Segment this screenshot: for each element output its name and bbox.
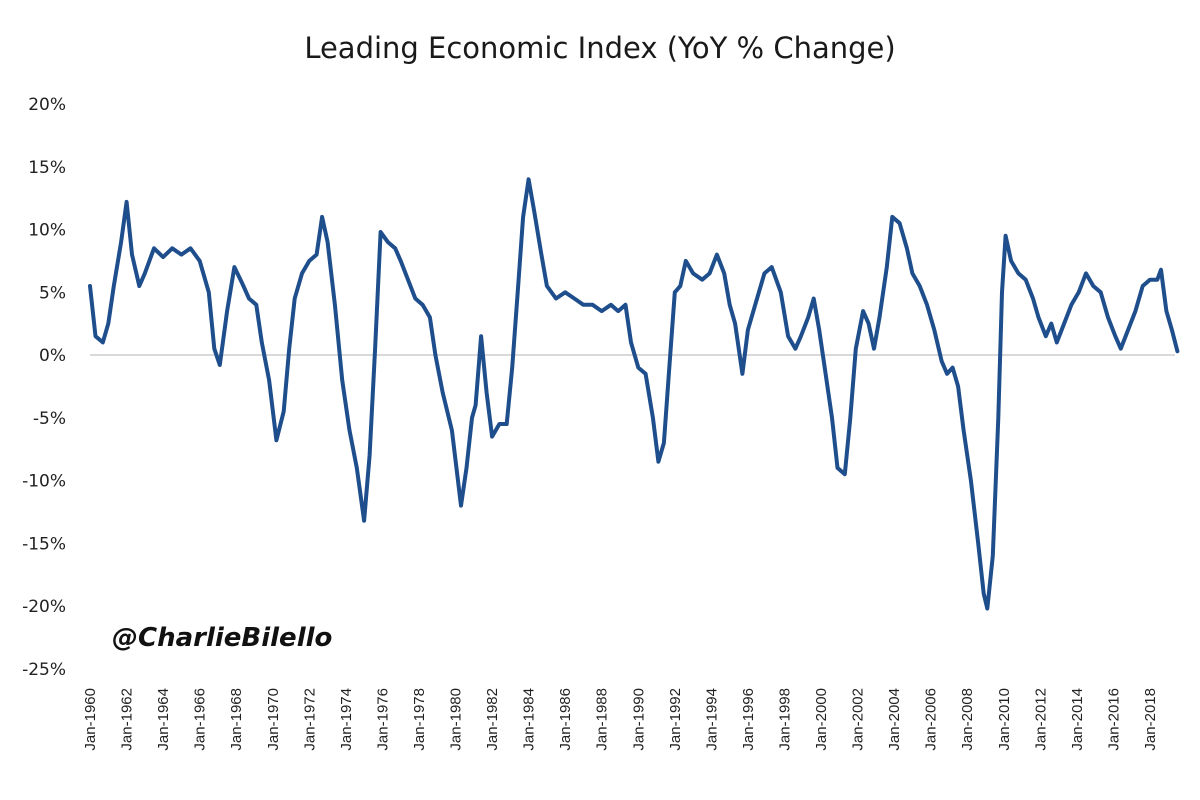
x-tick-label: Jan-2006 [923,688,940,751]
y-tick-label: -25% [22,660,66,680]
x-tick-label: Jan-2000 [813,688,830,751]
series-line [88,177,1180,611]
y-tick-label: 5% [39,283,66,303]
y-tick-label: -20% [22,597,66,617]
x-tick-label: Jan-2010 [996,688,1013,751]
x-tick-label: Jan-1982 [484,688,501,751]
x-tick-label: Jan-2004 [886,688,903,751]
x-tick-label: Jan-1968 [228,688,245,751]
y-tick-label: 0% [39,346,66,366]
x-tick-label: Jan-1990 [630,688,647,751]
x-tick-label: Jan-2008 [959,688,976,751]
x-tick-label: Jan-2016 [1105,688,1122,751]
y-tick-label: -15% [22,534,66,554]
x-tick-label: Jan-1970 [265,688,282,751]
y-tick-label: 10% [28,221,66,241]
x-tick-label: Jan-1986 [557,688,574,751]
x-tick-label: Jan-1964 [155,688,172,751]
x-tick-label: Jan-1962 [119,688,136,751]
x-tick-label: Jan-1996 [740,688,757,751]
x-tick-label: Jan-1976 [374,688,391,751]
x-tick-label: Jan-2012 [1032,688,1049,751]
x-tick-label: Jan-1960 [82,688,99,751]
x-tick-label: Jan-1980 [448,688,465,751]
series-layer [88,177,1180,611]
y-tick-label: -10% [22,472,66,492]
y-tick-label: 20% [28,95,66,115]
x-tick-label: Jan-2002 [850,688,867,751]
y-tick-label: -5% [33,409,66,429]
x-tick-label: Jan-1974 [338,688,355,751]
x-tick-label: Jan-1998 [776,688,793,751]
x-tick-label: Jan-1994 [703,688,720,751]
x-tick-label: Jan-1966 [192,688,209,751]
x-tick-label: Jan-1984 [521,688,538,751]
x-tick-label: Jan-1972 [301,688,318,751]
x-tick-label: Jan-1978 [411,688,428,751]
x-tick-label: Jan-2014 [1069,688,1086,751]
x-tick-label: Jan-1992 [667,688,684,751]
y-axis: 20% 15% 10% 5% 0% -5% -10% -15% -20% -25% [22,95,66,680]
chart-title: Leading Economic Index (YoY % Change) [304,31,895,65]
y-tick-label: 15% [28,158,66,178]
x-tick-label: Jan-1988 [594,688,611,751]
x-axis: Jan-1960 Jan-1962 Jan-1964 Jan-1966 Jan-1968… [82,688,1159,751]
x-tick-label: Jan-2018 [1142,688,1159,751]
watermark-handle: @CharlieBilello [112,623,332,653]
